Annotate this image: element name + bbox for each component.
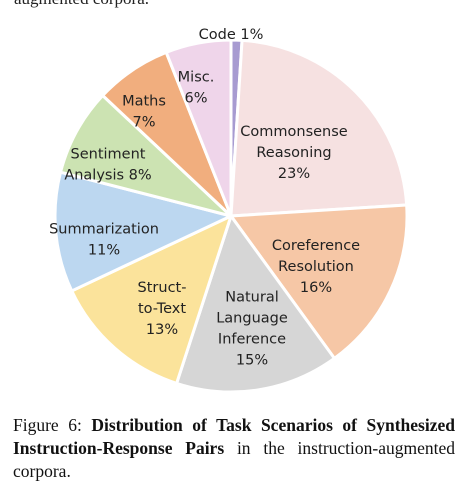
previous-text-fragment: augmented corpora. — [14, 0, 149, 9]
pie-label-sentiment-analysis: Sentiment Analysis 8% — [64, 147, 151, 184]
pie-slice-commonsense-reasoning — [229, 38, 409, 218]
pie-labels: Code 1% Commonsense Reasoning 23% Coreferenc… — [49, 27, 360, 369]
pie-slice-summarization — [53, 170, 233, 293]
caption-suffix: in the instruction-augmented corpora. — [13, 438, 455, 481]
pie-slice-misc — [164, 38, 233, 218]
pie-label-code: Code 1% — [199, 27, 264, 43]
pie-slices — [53, 38, 409, 394]
caption-bold-title: Distribution of Task Scenarios of Synthe… — [13, 415, 455, 458]
caption-prefix: Figure 6: — [13, 415, 92, 435]
pie-label-misc: Misc. 6% — [178, 70, 215, 107]
pie-slice-natural-language-inference — [175, 214, 336, 394]
pie-label-summarization: Summarization 11% — [49, 222, 159, 259]
pie-slice-coreference-resolution — [229, 203, 409, 360]
pie-label-commonsense-reasoning: Commonsense Reasoning 23% — [240, 124, 348, 182]
pie-label-struct-to-text: Struct-to-Text 13% — [138, 280, 187, 338]
pie-chart: Code 1% Commonsense Reasoning 23% Coreferenc… — [49, 27, 409, 394]
figure-caption: Figure 6: Distribution of Task Scenarios… — [13, 414, 455, 483]
pie-slice-struct-to-text — [70, 214, 233, 385]
pie-label-maths: Maths 7% — [122, 94, 166, 131]
pie-label-coreference-resolution: Coreference Resolution 16% — [272, 238, 360, 296]
pie-slice-sentiment-analysis — [59, 94, 233, 218]
pie-label-natural-language-inference: Natural Language Inference 15% — [216, 290, 288, 369]
